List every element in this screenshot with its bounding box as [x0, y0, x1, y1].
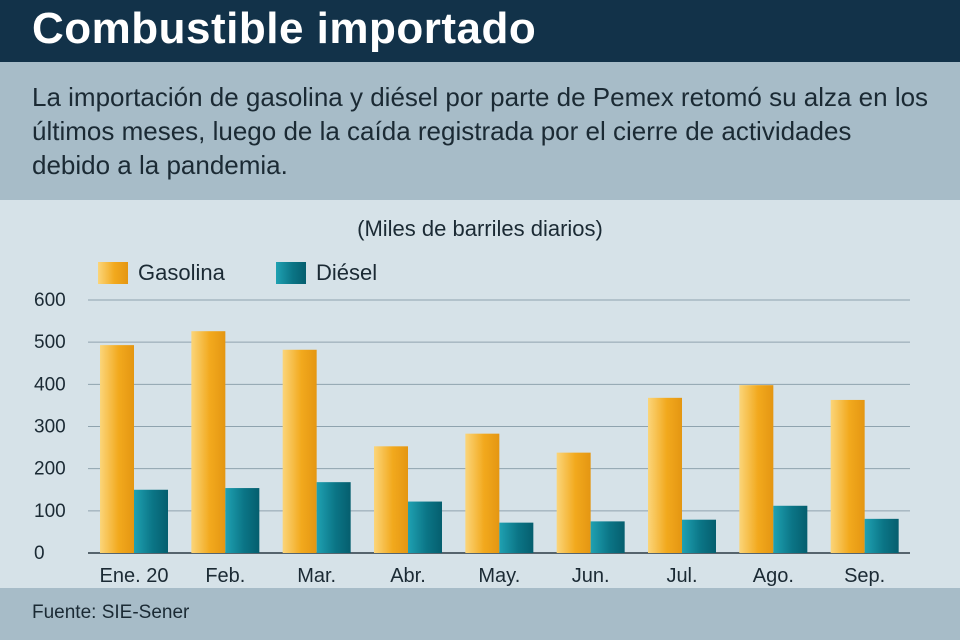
x-tick-label: Ago.: [753, 565, 794, 587]
x-tick-label: Jul.: [666, 565, 697, 587]
y-tick-label: 100: [34, 501, 66, 522]
bar-diesel-8: [864, 518, 899, 553]
source-note: Fuente: SIE-Sener: [32, 602, 190, 623]
x-tick-label: Mar.: [297, 565, 336, 587]
bar-gasolina-7: [739, 385, 774, 553]
bar-gasolina-0: [100, 345, 134, 553]
chart-title: Combustible importado: [32, 4, 537, 53]
bar-gasolina-5: [556, 452, 591, 553]
bar-gasolina-4: [465, 433, 500, 553]
bar-gasolina-1: [191, 331, 226, 553]
header-band: Combustible importado: [0, 0, 960, 62]
legend-swatch-gasolina: [98, 262, 128, 284]
bar-diesel-5: [590, 521, 625, 553]
legend-label-gasolina: Gasolina: [138, 260, 225, 285]
y-tick-label: 0: [34, 543, 45, 564]
x-tick-label: Sep.: [844, 565, 885, 587]
bar-diesel-2: [316, 482, 351, 553]
y-axis-unit-label: (Miles de barriles diarios): [357, 216, 603, 241]
y-tick-label: 600: [34, 290, 66, 311]
bar-diesel-7: [773, 505, 808, 553]
x-tick-label: Jun.: [572, 565, 610, 587]
x-tick-label: Ene. 20: [100, 565, 169, 587]
bar-gasolina-8: [830, 399, 865, 553]
y-tick-label: 200: [34, 459, 66, 480]
y-tick-label: 500: [34, 332, 66, 353]
y-tick-label: 400: [34, 374, 66, 395]
subtitle-band: [0, 62, 960, 200]
legend-label-diesel: Diésel: [316, 260, 378, 285]
bar-diesel-0: [134, 489, 168, 553]
bar-diesel-3: [408, 501, 442, 553]
legend-item-gasolina: Gasolina: [98, 260, 225, 286]
x-tick-label: Feb.: [205, 565, 245, 587]
bar-diesel-4: [499, 522, 534, 553]
chart-subtitle: La importación de gasolina y diésel por …: [32, 82, 929, 180]
bar-diesel-1: [225, 488, 260, 553]
x-tick-label: Abr.: [390, 565, 426, 587]
legend-item-diesel: Diésel: [276, 260, 377, 286]
bar-diesel-6: [682, 519, 716, 553]
bar-gasolina-6: [648, 397, 682, 553]
bar-gasolina-3: [374, 446, 408, 553]
y-tick-label: 300: [34, 417, 66, 438]
legend-swatch-diesel: [276, 262, 306, 284]
bar-gasolina-2: [282, 349, 317, 553]
x-tick-label: May.: [478, 565, 520, 587]
footer-band: [0, 588, 960, 640]
